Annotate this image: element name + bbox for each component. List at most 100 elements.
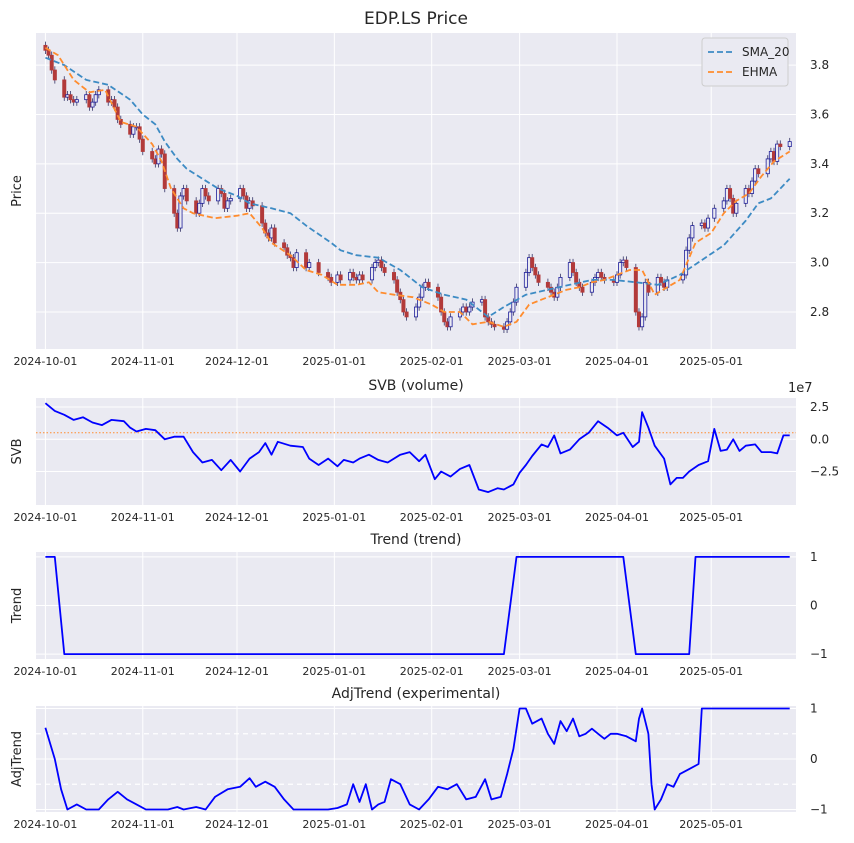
candle: [580, 283, 585, 296]
candle: [417, 293, 422, 311]
y-tick-label: 0: [810, 752, 818, 766]
candle-body: [690, 225, 695, 239]
x-tick-label: 2025-04-01: [585, 818, 649, 831]
candle-body: [360, 274, 365, 281]
candle: [401, 295, 406, 316]
candle-body: [734, 202, 739, 214]
candle: [404, 308, 409, 321]
chart-title: SVB (volume): [368, 378, 463, 394]
candle-body: [687, 237, 692, 251]
candle-body: [643, 281, 648, 318]
series-line-ehma: [44, 47, 791, 328]
y-tick-label: 3.8: [810, 58, 829, 72]
candle-body: [448, 316, 453, 328]
subplot-price: 2024-10-01 2024-11-01 2024-12-01 2025-01-01…: [10, 9, 829, 368]
candle-body: [222, 193, 227, 209]
candle-body: [501, 326, 506, 330]
x-tick-label: 2024-10-01: [13, 818, 77, 831]
candle-body: [417, 296, 422, 308]
candle: [379, 256, 384, 272]
candle: [74, 95, 79, 106]
candle: [511, 298, 516, 316]
candle-body: [765, 158, 770, 175]
candle: [624, 256, 629, 272]
candle: [467, 303, 472, 316]
x-tick-label: 2024-10-01: [13, 355, 77, 368]
y-tick-label: 1: [810, 550, 818, 564]
candle-body: [370, 267, 375, 281]
candle-body: [492, 323, 497, 328]
plot-area: [36, 398, 796, 505]
candle-body: [181, 188, 186, 197]
series-line: [44, 402, 790, 494]
y-tick-label: −1: [810, 802, 828, 816]
candle-body: [65, 94, 70, 98]
candle: [395, 276, 400, 296]
legend: SMA_20 EHMA: [701, 37, 789, 87]
candle-body: [329, 277, 334, 283]
candle-body: [464, 306, 469, 313]
candle-body: [203, 188, 208, 197]
candle: [448, 313, 453, 331]
candle: [373, 258, 378, 272]
candle-body: [52, 69, 57, 81]
candle-body: [633, 267, 638, 313]
candle: [200, 184, 205, 208]
chart-title: Trend (trend): [370, 532, 462, 548]
candle-body: [250, 200, 255, 207]
series-line: [45, 556, 790, 655]
x-tick-label: 2024-11-01: [111, 355, 175, 368]
candle: [184, 184, 189, 205]
candle-body: [84, 94, 89, 101]
candle: [178, 192, 183, 232]
candle-body: [335, 274, 340, 283]
series-line-sma_20: [45, 56, 791, 318]
candle-body: [225, 200, 230, 209]
x-tick-label: 2025-02-01: [400, 665, 464, 678]
subplot-adjtrend: 2024-10-01 2024-11-01 2024-12-01 2025-01-01…: [10, 686, 828, 831]
candle-body: [49, 54, 54, 71]
candle-body: [413, 306, 418, 318]
candle-body: [640, 316, 645, 328]
candle: [775, 140, 780, 166]
candle: [228, 194, 233, 205]
candle: [68, 91, 73, 104]
candle-body: [172, 188, 177, 214]
candle-body: [699, 222, 704, 226]
subplot-svb: 2024-10-01 2024-11-01 2024-12-01 2025-01-01…: [10, 378, 839, 524]
candle-body: [753, 168, 758, 182]
candle: [787, 137, 792, 151]
candle: [241, 184, 246, 200]
candle-body: [514, 286, 519, 303]
candle: [492, 320, 497, 331]
candle-body: [574, 272, 579, 283]
candle-body: [307, 262, 312, 268]
candle-body: [392, 272, 397, 281]
candle-body: [636, 311, 641, 328]
candle: [329, 273, 334, 287]
candle: [203, 184, 208, 200]
candle-body: [206, 195, 211, 202]
x-tick-label: 2024-11-01: [111, 665, 175, 678]
candle-body: [624, 259, 629, 268]
x-tick-label: 2024-10-01: [13, 511, 77, 524]
y-axis-label: AdjTrend: [10, 731, 25, 787]
y-tick-label: 3.2: [810, 206, 829, 220]
candle-body: [423, 281, 428, 288]
candle-body: [467, 306, 472, 313]
candle: [483, 295, 488, 321]
candle: [690, 221, 695, 242]
candle-body: [156, 148, 161, 165]
candle-body: [712, 207, 717, 219]
candle-body: [272, 227, 277, 244]
candle: [93, 91, 98, 106]
candle: [282, 239, 287, 252]
axis-multiplier: 1e7: [788, 381, 813, 396]
candle: [175, 209, 180, 232]
candle-body: [401, 299, 406, 313]
candle: [728, 184, 733, 203]
candle-body: [316, 262, 321, 273]
x-tick-label: 2025-01-01: [302, 355, 366, 368]
candle: [530, 253, 535, 272]
candle: [87, 91, 92, 111]
